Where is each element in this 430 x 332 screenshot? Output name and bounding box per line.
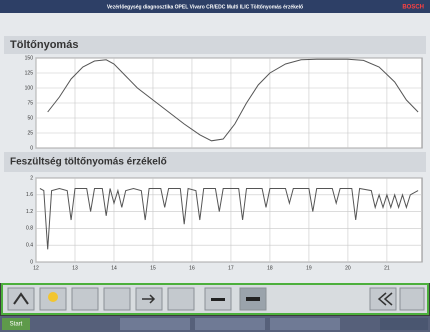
x-tick-label: 21 [384, 265, 390, 271]
y-tick-label: 25 [27, 130, 33, 136]
y-tick-label: 50 [27, 115, 33, 121]
page: Vezérlőegység diagnosztika OPEL Vivaro C… [0, 0, 430, 332]
window-button[interactable] [168, 288, 194, 310]
tray [380, 318, 428, 330]
y-tick-label: 0.8 [26, 226, 33, 232]
x-tick-label: 13 [72, 265, 78, 271]
select-icon [246, 297, 260, 301]
x-tick-label: 18 [267, 265, 273, 271]
x-tick-label: 20 [345, 265, 351, 271]
y-tick-label: 2 [30, 175, 33, 181]
y-tick-label: 75 [27, 100, 33, 106]
up-button[interactable] [8, 288, 34, 310]
x-tick-label: 17 [228, 265, 234, 271]
chart-title: Feszültség töltőnyomás érzékelő [10, 157, 167, 168]
task-item[interactable] [270, 318, 340, 330]
y-tick-label: 150 [25, 55, 34, 61]
view-button[interactable] [72, 288, 98, 310]
task-item[interactable] [120, 318, 190, 330]
x-tick-label: 14 [111, 265, 117, 271]
minus-icon [211, 298, 225, 301]
x-tick-label: 19 [306, 265, 312, 271]
brand: BOSCH [402, 5, 424, 11]
next-button[interactable] [400, 288, 424, 310]
y-tick-label: 100 [25, 85, 34, 91]
chart-title: Töltőnyomás [10, 39, 78, 51]
y-tick-label: 0.4 [26, 243, 33, 249]
bulb-icon [48, 292, 58, 302]
x-tick-label: 16 [189, 265, 195, 271]
window-title: Vezérlőegység diagnosztika OPEL Vivaro C… [107, 4, 303, 10]
screen: Vezérlőegység diagnosztika OPEL Vivaro C… [0, 0, 430, 332]
back-button[interactable] [370, 288, 396, 310]
filter-button[interactable] [104, 288, 130, 310]
task-item[interactable] [195, 318, 265, 330]
y-tick-label: 1.6 [26, 192, 33, 198]
x-tick-label: 15 [150, 265, 156, 271]
y-tick-label: 0 [30, 145, 33, 151]
start-label: Start [10, 322, 23, 328]
y-tick-label: 125 [25, 70, 34, 76]
x-tick-label: 12 [33, 265, 39, 271]
y-tick-label: 1.2 [26, 209, 33, 215]
